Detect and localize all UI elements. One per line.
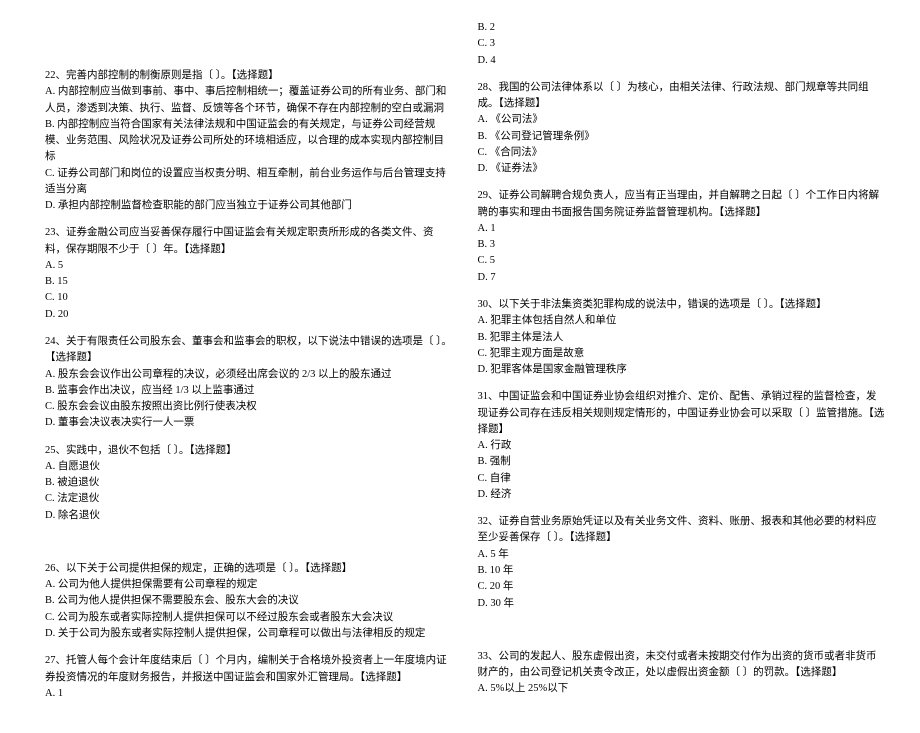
q25-opt-d: D. 除名退伙 — [45, 508, 453, 524]
right-column: B. 2 C. 3 D. 4 28、我国的公司法律体系以〔 〕为核心，由相关法律… — [478, 20, 886, 713]
question-31: 31、中国证监会和中国证券业协会组织对推介、定价、配售、承销过程的监督检查，发现… — [478, 389, 886, 503]
q22-opt-b: B. 内部控制应当符合国家有关法律法规和中国证监会的有关规定，与证券公司经营规模… — [45, 117, 453, 166]
q25-opt-c: C. 法定退伙 — [45, 491, 453, 507]
q31-opt-c: C. 自律 — [478, 471, 886, 487]
q23-opt-b: B. 15 — [45, 274, 453, 290]
question-25: 25、实践中，退伙不包括〔 〕。【选择题】 A. 自愿退伙 B. 被迫退伙 C.… — [45, 443, 453, 524]
q23-stem: 23、证券金融公司应当妥善保存履行中国证监会有关规定职责所形成的各类文件、资料，… — [45, 225, 453, 258]
q30-opt-c: C. 犯罪主观方面是故意 — [478, 346, 886, 362]
q22-opt-d: D. 承担内部控制监督检查职能的部门应当独立于证券公司其他部门 — [45, 198, 453, 214]
q32-opt-a: A. 5 年 — [478, 547, 886, 563]
q30-opt-a: A. 犯罪主体包括自然人和单位 — [478, 313, 886, 329]
question-27-continued: B. 2 C. 3 D. 4 — [478, 20, 886, 69]
q28-opt-c: C. 《合同法》 — [478, 145, 886, 161]
q28-opt-b: B. 《公司登记管理条例》 — [478, 129, 886, 145]
q32-opt-d: D. 30 年 — [478, 596, 886, 612]
q31-opt-d: D. 经济 — [478, 487, 886, 503]
q23-opt-d: D. 20 — [45, 307, 453, 323]
question-32: 32、证券自营业务原始凭证以及有关业务文件、资料、账册、报表和其他必要的材料应至… — [478, 514, 886, 612]
q32-stem: 32、证券自营业务原始凭证以及有关业务文件、资料、账册、报表和其他必要的材料应至… — [478, 514, 886, 547]
question-24: 24、关于有限责任公司股东会、董事会和监事会的职权，以下说法中错误的选项是〔 〕… — [45, 334, 453, 432]
q30-stem: 30、以下关于非法集资类犯罪构成的说法中，错误的选项是〔 〕。【选择题】 — [478, 297, 886, 313]
question-30: 30、以下关于非法集资类犯罪构成的说法中，错误的选项是〔 〕。【选择题】 A. … — [478, 297, 886, 378]
q29-opt-d: D. 7 — [478, 270, 886, 286]
q28-opt-d: D. 《证券法》 — [478, 161, 886, 177]
question-26: 26、以下关于公司提供担保的规定，正确的选项是〔 〕。【选择题】 A. 公司为他… — [45, 561, 453, 642]
q32-opt-c: C. 20 年 — [478, 579, 886, 595]
q26-opt-c: C. 公司为股东或者实际控制人提供担保可以不经过股东会或者股东大会决议 — [45, 610, 453, 626]
q31-opt-a: A. 行政 — [478, 438, 886, 454]
q31-opt-b: B. 强制 — [478, 454, 886, 470]
q27-opt-d: D. 4 — [478, 53, 886, 69]
q29-opt-c: C. 5 — [478, 253, 886, 269]
q26-opt-b: B. 公司为他人提供担保不需要股东会、股东大会的决议 — [45, 593, 453, 609]
q26-opt-a: A. 公司为他人提供担保需要有公司章程的规定 — [45, 577, 453, 593]
q26-stem: 26、以下关于公司提供担保的规定，正确的选项是〔 〕。【选择题】 — [45, 561, 453, 577]
q27-stem: 27、托管人每个会计年度结束后〔 〕个月内，编制关于合格境外投资者上一年度境内证… — [45, 653, 453, 686]
question-28: 28、我国的公司法律体系以〔 〕为核心，由相关法律、行政法规、部门规章等共同组成… — [478, 80, 886, 178]
q27-opt-b: B. 2 — [478, 20, 886, 36]
q30-opt-b: B. 犯罪主体是法人 — [478, 330, 886, 346]
q25-stem: 25、实践中，退伙不包括〔 〕。【选择题】 — [45, 443, 453, 459]
q29-opt-a: A. 1 — [478, 221, 886, 237]
document-page: 22、完善内部控制的制衡原则是指〔 〕。【选择题】 A. 内部控制应当做到事前、… — [0, 0, 920, 733]
q29-stem: 29、证券公司解聘合规负责人，应当有正当理由，并自解聘之日起〔 〕个工作日内将解… — [478, 188, 886, 221]
q33-opt-a: A. 5%以上 25%以下 — [478, 681, 886, 697]
q22-opt-c: C. 证券公司部门和岗位的设置应当权责分明、相互牵制，前台业务运作与后台管理支持… — [45, 166, 453, 199]
q27-opt-a: A. 1 — [45, 686, 453, 702]
q24-opt-c: C. 股东会会议由股东按照出资比例行使表决权 — [45, 399, 453, 415]
left-column: 22、完善内部控制的制衡原则是指〔 〕。【选择题】 A. 内部控制应当做到事前、… — [45, 20, 453, 713]
question-33: 33、公司的发起人、股东虚假出资，未交付或者未按期交付作为出资的货币或者非货币财… — [478, 649, 886, 698]
q24-opt-a: A. 股东会会议作出公司章程的决议，必须经出席会议的 2/3 以上的股东通过 — [45, 367, 453, 383]
q26-opt-d: D. 关于公司为股东或者实际控制人提供担保，公司章程可以做出与法律相反的规定 — [45, 626, 453, 642]
q28-stem: 28、我国的公司法律体系以〔 〕为核心，由相关法律、行政法规、部门规章等共同组成… — [478, 80, 886, 113]
q32-opt-b: B. 10 年 — [478, 563, 886, 579]
q29-opt-b: B. 3 — [478, 237, 886, 253]
q22-stem: 22、完善内部控制的制衡原则是指〔 〕。【选择题】 — [45, 68, 453, 84]
q27-opt-c: C. 3 — [478, 36, 886, 52]
q23-opt-c: C. 10 — [45, 290, 453, 306]
q31-stem: 31、中国证监会和中国证券业协会组织对推介、定价、配售、承销过程的监督检查，发现… — [478, 389, 886, 438]
q25-opt-b: B. 被迫退伙 — [45, 475, 453, 491]
q28-opt-a: A. 《公司法》 — [478, 112, 886, 128]
question-23: 23、证券金融公司应当妥善保存履行中国证监会有关规定职责所形成的各类文件、资料，… — [45, 225, 453, 323]
q23-opt-a: A. 5 — [45, 258, 453, 274]
q24-stem: 24、关于有限责任公司股东会、董事会和监事会的职权，以下说法中错误的选项是〔 〕… — [45, 334, 453, 367]
q24-opt-d: D. 董事会决议表决实行一人一票 — [45, 415, 453, 431]
q33-stem: 33、公司的发起人、股东虚假出资，未交付或者未按期交付作为出资的货币或者非货币财… — [478, 649, 886, 682]
question-27: 27、托管人每个会计年度结束后〔 〕个月内，编制关于合格境外投资者上一年度境内证… — [45, 653, 453, 702]
q22-opt-a: A. 内部控制应当做到事前、事中、事后控制相统一；覆盖证券公司的所有业务、部门和… — [45, 84, 453, 117]
q25-opt-a: A. 自愿退伙 — [45, 459, 453, 475]
question-29: 29、证券公司解聘合规负责人，应当有正当理由，并自解聘之日起〔 〕个工作日内将解… — [478, 188, 886, 286]
question-22: 22、完善内部控制的制衡原则是指〔 〕。【选择题】 A. 内部控制应当做到事前、… — [45, 68, 453, 214]
q30-opt-d: D. 犯罪客体是国家金融管理秩序 — [478, 362, 886, 378]
q24-opt-b: B. 监事会作出决议，应当经 1/3 以上监事通过 — [45, 383, 453, 399]
